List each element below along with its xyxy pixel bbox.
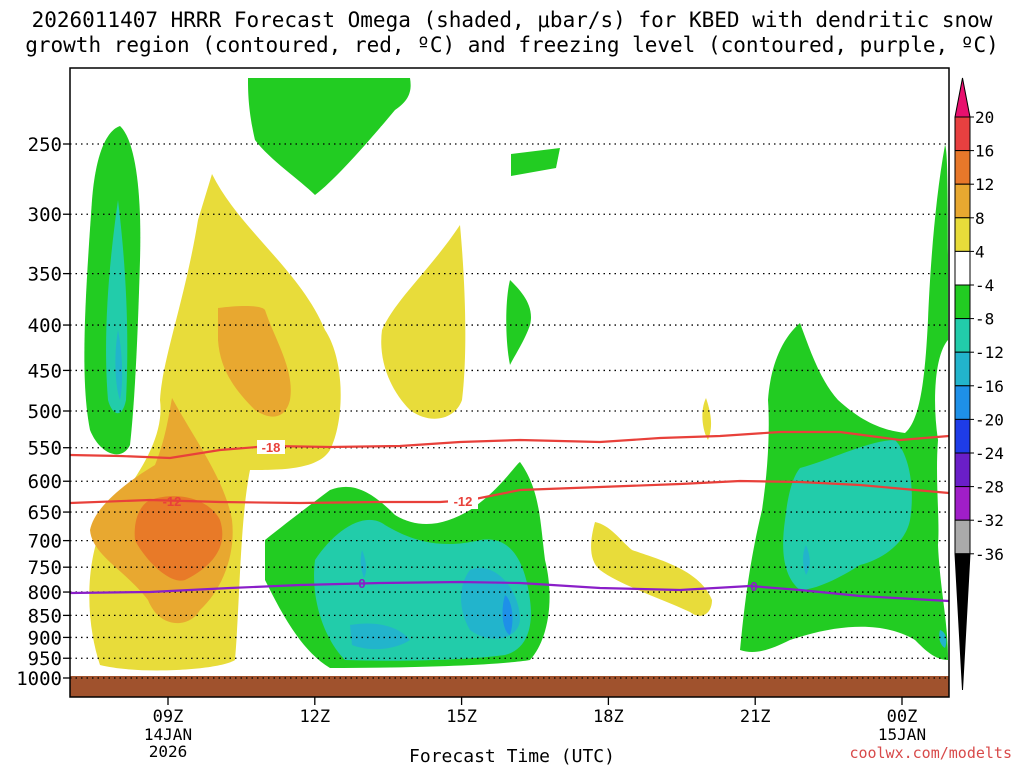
y-tick-label-450: 450 xyxy=(28,360,62,382)
omega-region-cyan-center xyxy=(350,623,410,650)
pressure-gridlines xyxy=(70,143,949,679)
colorbar-segment-1 xyxy=(954,116,971,152)
x-axis-label: Forecast Time (UTC) xyxy=(409,746,615,767)
colorbar-segment-10 xyxy=(954,418,971,454)
colorbar: 20 16 12 8 4 -4 -8 -12 -16 -20 -24 -28 -32 -36 xyxy=(954,77,1004,691)
omega-region-green-small-mid xyxy=(506,280,531,365)
omega-region-green-top xyxy=(248,78,411,195)
omega-region-yellow-center xyxy=(381,225,466,419)
colorbar-label-2: 12 xyxy=(975,175,994,194)
y-tick-label-250: 250 xyxy=(28,134,62,156)
contour-label-minus12-a: -12 xyxy=(163,494,182,509)
omega-region-darkorange-left xyxy=(134,496,223,581)
y-tick-label-350: 350 xyxy=(28,264,62,286)
x-tick-label-4: 21Z xyxy=(740,707,771,727)
y-tick-label-800: 800 xyxy=(28,582,62,604)
contour-label-bg-3 xyxy=(448,495,478,509)
y-tick-label-400: 400 xyxy=(28,315,62,337)
colorbar-segment-13 xyxy=(954,519,971,555)
colorbar-label-12: -32 xyxy=(975,511,1004,530)
omega-region-orange-left-top xyxy=(218,305,291,417)
ground-surface xyxy=(70,676,949,697)
credit-text: coolwx.com/modelts xyxy=(849,744,1012,762)
omega-region-blue-center xyxy=(502,595,513,635)
dgz-contour-minus12 xyxy=(69,479,950,505)
contour-label-zero-a: 0 xyxy=(358,576,365,591)
y-tick-label-750: 750 xyxy=(28,557,62,579)
y-tick-label-650: 650 xyxy=(28,502,62,524)
omega-region-green-right xyxy=(740,145,948,660)
x-tick-sublabel-0-1: 2026 xyxy=(149,742,188,761)
plot-frame xyxy=(69,67,950,698)
y-axis: 2503003504004505005506006507007508008509… xyxy=(16,134,70,690)
colorbar-label-13: -36 xyxy=(975,545,1004,564)
omega-region-yellow-right xyxy=(591,522,712,616)
omega-region-green-small-top xyxy=(511,148,560,176)
y-tick-label-700: 700 xyxy=(28,531,62,553)
y-tick-label-300: 300 xyxy=(28,204,62,226)
x-tick-label-1: 12Z xyxy=(299,707,330,727)
omega-fill-layer xyxy=(70,78,949,697)
y-tick-label-1000: 1000 xyxy=(16,668,62,690)
colorbar-segment-5 xyxy=(954,250,971,286)
contour-label-minus18: -18 xyxy=(262,440,281,455)
x-tick-label-5: 00Z xyxy=(887,707,918,727)
x-tick-sublabel-0-0: 14JAN xyxy=(144,725,192,744)
omega-region-yellow-sliver xyxy=(702,398,712,440)
omega-region-teal-left xyxy=(106,200,128,414)
colorbar-label-10: -24 xyxy=(975,444,1004,463)
colorbar-label-5: -4 xyxy=(975,276,994,295)
colorbar-label-6: -8 xyxy=(975,310,994,329)
title-line-1: 2026011407 HRRR Forecast Omega (shaded, … xyxy=(31,8,993,32)
x-tick-label-3: 18Z xyxy=(593,707,624,727)
y-tick-label-600: 600 xyxy=(28,471,62,493)
colorbar-label-0: 20 xyxy=(975,108,994,127)
colorbar-segment-7 xyxy=(954,318,971,353)
dgz-contour-minus18 xyxy=(69,430,950,460)
colorbar-label-8: -16 xyxy=(975,377,1004,396)
colorbar-segment-8 xyxy=(954,351,971,387)
contour-layer: -18 -12 -12 0 0 xyxy=(69,430,950,603)
colorbar-label-11: -28 xyxy=(975,478,1004,497)
colorbar-segment-6 xyxy=(954,284,971,320)
colorbar-label-9: -20 xyxy=(975,410,1004,429)
omega-region-cyan-small xyxy=(360,550,367,578)
colorbar-top-arrow xyxy=(954,77,971,118)
colorbar-segment-4 xyxy=(954,217,971,252)
colorbar-segment-11 xyxy=(954,452,971,488)
y-tick-label-500: 500 xyxy=(28,401,62,423)
omega-region-cyan-right-edge xyxy=(939,630,947,648)
omega-region-teal-right xyxy=(783,440,912,590)
colorbar-bottom-arrow xyxy=(954,553,971,691)
colorbar-segment-3 xyxy=(954,183,971,219)
contour-label-bg-1 xyxy=(257,440,285,454)
freezing-level-contour-0 xyxy=(69,580,950,603)
colorbar-segment-12 xyxy=(954,486,971,521)
x-tick-label-0: 09Z xyxy=(153,707,184,727)
y-tick-label-950: 950 xyxy=(28,648,62,670)
colorbar-label-1: 16 xyxy=(975,142,994,161)
colorbar-segment-2 xyxy=(954,150,971,185)
colorbar-label-4: 4 xyxy=(975,242,985,261)
omega-region-cyan-left xyxy=(115,330,123,400)
colorbar-label-3: 8 xyxy=(975,209,985,228)
y-tick-label-550: 550 xyxy=(28,438,62,460)
chart-title: 2026011407 HRRR Forecast Omega (shaded, … xyxy=(0,8,1024,58)
x-tick-label-2: 15Z xyxy=(446,707,477,727)
colorbar-label-7: -12 xyxy=(975,343,1004,362)
colorbar-segment-9 xyxy=(954,385,971,420)
contour-label-zero-b: 0 xyxy=(750,579,757,594)
y-tick-label-900: 900 xyxy=(28,627,62,649)
x-tick-sublabel-5-0: 15JAN xyxy=(878,725,926,744)
title-line-2: growth region (contoured, red, ºC) and f… xyxy=(25,33,999,57)
contour-label-minus12-b: -12 xyxy=(454,494,473,509)
y-tick-label-850: 850 xyxy=(28,605,62,627)
